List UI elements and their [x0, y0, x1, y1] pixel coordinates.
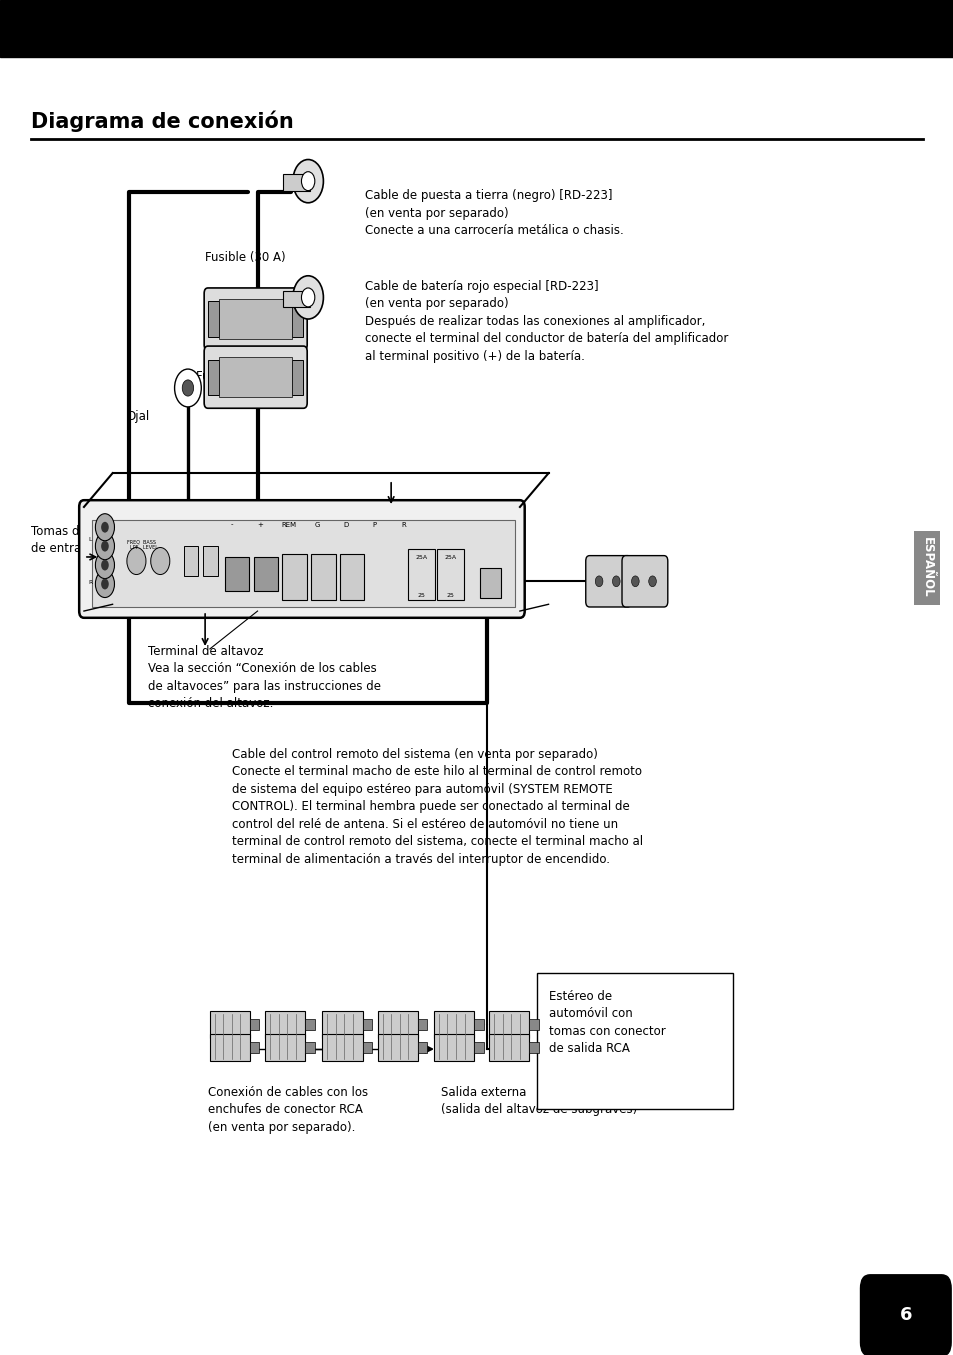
Circle shape [293, 160, 323, 203]
Text: 6: 6 [899, 1306, 912, 1324]
Text: Salida externa
(salida del altavoz de subgraves): Salida externa (salida del altavoz de su… [440, 1085, 637, 1117]
Bar [292, 359, 303, 394]
Circle shape [101, 541, 109, 551]
Bar [489, 1034, 529, 1061]
Bar [265, 1011, 305, 1038]
Circle shape [301, 289, 314, 306]
Text: ESPAÑOL: ESPAÑOL [920, 538, 933, 598]
Text: Fusible (30 A): Fusible (30 A) [205, 252, 286, 264]
FancyBboxPatch shape [621, 556, 667, 607]
Bar [434, 1011, 474, 1038]
Text: Estéreo de
automóvil con
tomas con conector
de salida RCA: Estéreo de automóvil con tomas con conec… [548, 989, 664, 1056]
Bar [489, 1011, 529, 1038]
Text: R: R [401, 522, 405, 527]
Circle shape [95, 570, 114, 598]
Circle shape [648, 576, 656, 587]
Bar [184, 546, 198, 576]
Bar [210, 1011, 250, 1038]
FancyBboxPatch shape [311, 554, 335, 600]
Text: +: + [257, 522, 263, 527]
Circle shape [95, 514, 114, 541]
Bar [203, 546, 217, 576]
Bar [377, 1011, 417, 1038]
Bar [474, 1042, 483, 1053]
Text: D: D [343, 522, 349, 527]
Bar [408, 549, 435, 600]
Bar [283, 175, 310, 191]
Bar [208, 359, 219, 394]
Circle shape [612, 576, 619, 587]
Bar [362, 1042, 372, 1053]
FancyBboxPatch shape [204, 289, 307, 350]
Circle shape [101, 579, 109, 589]
Bar [210, 1034, 250, 1061]
Text: Fusible (30 A): Fusible (30 A) [195, 370, 276, 383]
Bar [474, 1019, 483, 1030]
Bar [219, 356, 292, 397]
Bar [253, 557, 277, 591]
Bar [322, 1011, 362, 1038]
Bar [305, 1019, 314, 1030]
Circle shape [127, 547, 146, 575]
FancyBboxPatch shape [282, 554, 307, 600]
Circle shape [595, 576, 602, 587]
FancyBboxPatch shape [585, 556, 631, 607]
FancyBboxPatch shape [537, 973, 732, 1108]
Text: P: P [373, 522, 376, 527]
Text: 25A: 25A [416, 554, 427, 560]
Circle shape [101, 560, 109, 570]
Text: Cable de puesta a tierra (negro) [RD-223]
(en venta por separado)
Conecte a una : Cable de puesta a tierra (negro) [RD-223… [365, 190, 623, 237]
Text: Terminal de altavoz
Vea la sección “Conexión de los cables
de altavoces” para la: Terminal de altavoz Vea la sección “Cone… [148, 645, 380, 710]
Text: Fusible (25 A) × 2: Fusible (25 A) × 2 [334, 520, 439, 534]
Circle shape [151, 547, 170, 575]
Bar [417, 1019, 427, 1030]
FancyBboxPatch shape [860, 1275, 950, 1355]
Text: LPF   LEVEL: LPF LEVEL [130, 545, 157, 550]
Bar [292, 301, 303, 336]
Text: R: R [89, 580, 92, 585]
Bar [377, 1034, 417, 1061]
Text: Cable de batería rojo especial [RD-223]
(en venta por separado)
Después de reali: Cable de batería rojo especial [RD-223] … [365, 280, 728, 363]
Bar [529, 1019, 538, 1030]
Text: REM: REM [281, 522, 296, 527]
Circle shape [95, 533, 114, 560]
Bar [250, 1042, 259, 1053]
Text: 25A: 25A [444, 554, 456, 560]
Text: Tomas de conector
de entrada RCA: Tomas de conector de entrada RCA [30, 524, 141, 556]
Bar [219, 298, 292, 339]
Bar [265, 1034, 305, 1061]
Text: Ojal: Ojal [126, 409, 149, 423]
Circle shape [301, 172, 314, 191]
Circle shape [182, 379, 193, 396]
FancyBboxPatch shape [204, 346, 307, 408]
Bar [208, 301, 219, 336]
Bar [250, 1019, 259, 1030]
Text: Cable del control remoto del sistema (en venta por separado)
Conecte el terminal: Cable del control remoto del sistema (en… [232, 748, 642, 866]
Bar [529, 1042, 538, 1053]
FancyBboxPatch shape [79, 500, 524, 618]
Circle shape [174, 369, 201, 406]
Circle shape [293, 276, 323, 318]
Bar [434, 1034, 474, 1061]
Bar [436, 549, 463, 600]
Circle shape [101, 522, 109, 533]
Text: 25: 25 [417, 592, 425, 598]
Bar [479, 568, 500, 598]
Text: -: - [231, 522, 233, 527]
Bar [362, 1019, 372, 1030]
Bar [283, 291, 310, 306]
Text: L: L [89, 537, 92, 542]
Text: Conexión de cables con los
enchufes de conector RCA
(en venta por separado).: Conexión de cables con los enchufes de c… [208, 1085, 368, 1134]
Bar [225, 557, 249, 591]
Text: 25: 25 [446, 592, 454, 598]
Bar [417, 1042, 427, 1053]
Bar [0, 0, 953, 57]
Bar [305, 1042, 314, 1053]
Text: Diagrama de conexión: Diagrama de conexión [30, 111, 293, 133]
Circle shape [95, 551, 114, 579]
Bar [322, 1034, 362, 1061]
FancyBboxPatch shape [91, 520, 515, 607]
Text: FREQ  BASS: FREQ BASS [127, 539, 155, 545]
Circle shape [631, 576, 639, 587]
FancyBboxPatch shape [339, 554, 364, 600]
